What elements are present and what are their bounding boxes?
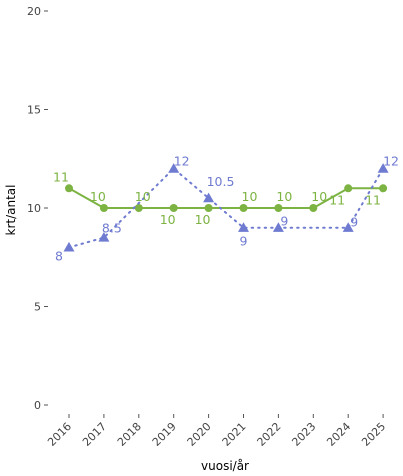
data-point [63,241,75,252]
x-tick-label: 2025 [359,420,388,449]
y-axis: 0 5 10 15 20 [27,5,48,412]
data-point [168,163,180,173]
data-point [272,222,284,232]
series-line [68,187,384,209]
data-label: 8.5 [102,221,122,236]
data-point [134,204,143,212]
x-tick-label: 2016 [45,420,74,449]
data-point [169,204,178,212]
x-axis: 2016 2017 2018 2019 2020 2021 2022 2023 2024 2025 [45,414,388,449]
data-point [379,184,388,193]
data-point [274,204,283,212]
y-axis-title: krt/antal [4,185,18,236]
data-label: 9 [240,234,248,249]
data-point [203,192,215,203]
y-tick-label: 0 [34,399,41,412]
series-layer [63,163,389,252]
y-tick-label: 20 [27,5,41,18]
data-label: 10 [135,189,151,204]
data-label: 8 [55,248,63,263]
data-label: 12 [383,154,399,169]
data-point [377,163,389,173]
y-tick-label: 15 [27,104,41,117]
data-point [344,184,353,193]
data-label: 10 [276,189,292,204]
data-point [98,232,110,242]
data-point [65,184,73,193]
x-axis-title: vuosi/år [201,459,249,473]
data-point [342,222,354,232]
data-label: 9 [350,215,358,230]
x-tick-label: 2021 [220,420,249,449]
x-tick-label: 2019 [150,420,179,449]
x-tick-label: 2017 [80,420,109,449]
data-point [309,204,318,212]
data-label: 10 [195,212,211,227]
x-tick-label: 2022 [255,420,284,449]
data-label: 10 [90,189,106,204]
data-label: 9 [280,214,288,229]
data-label: 10 [160,212,176,227]
data-label: 10.5 [207,174,235,189]
data-label: 10 [311,189,327,204]
data-point [238,222,249,232]
data-label: 11 [329,192,345,207]
data-point [204,204,213,212]
data-point [239,204,248,212]
x-tick-label: 2024 [324,420,353,449]
data-point [99,204,108,212]
data-label: 10 [242,189,258,204]
x-tick-label: 2018 [115,420,144,449]
data-label: 11 [53,169,69,184]
data-label: 11 [365,192,381,207]
series-line [68,167,385,249]
x-tick-label: 2020 [185,420,214,449]
x-tick-label: 2023 [289,420,318,449]
data-label: 12 [174,154,190,169]
y-tick-label: 5 [34,301,41,314]
y-tick-label: 10 [27,202,41,215]
